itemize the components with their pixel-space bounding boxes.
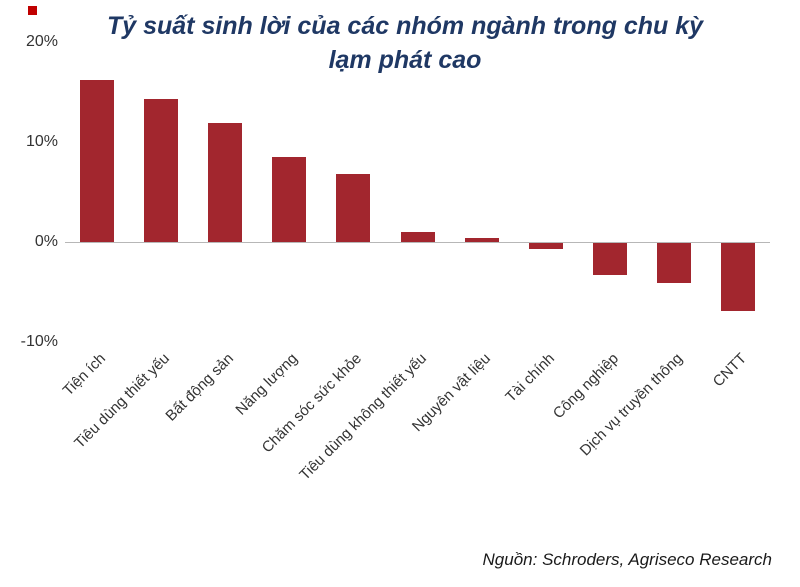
bar: [272, 157, 307, 242]
source-note: Nguồn: Schroders, Agriseco Research: [482, 550, 772, 569]
y-axis-label: 20%: [25, 33, 58, 50]
bar: [720, 243, 755, 311]
y-axis-label: 0%: [34, 233, 58, 250]
bar: [336, 174, 371, 242]
plot-area: [65, 42, 770, 342]
corner-mark: [28, 6, 37, 15]
bar: [464, 238, 499, 242]
bar: [208, 123, 243, 242]
bar: [528, 243, 563, 249]
bar: [656, 243, 691, 283]
y-axis-label: 10%: [25, 133, 58, 150]
bar: [400, 232, 435, 242]
x-axis-line: [65, 242, 770, 243]
bar: [80, 80, 115, 242]
bar: [144, 99, 179, 242]
y-axis-label: -10%: [20, 333, 58, 350]
chart-title: Tỷ suất sinh lời của các nhóm ngành tron…: [106, 12, 704, 74]
bar: [592, 243, 627, 275]
